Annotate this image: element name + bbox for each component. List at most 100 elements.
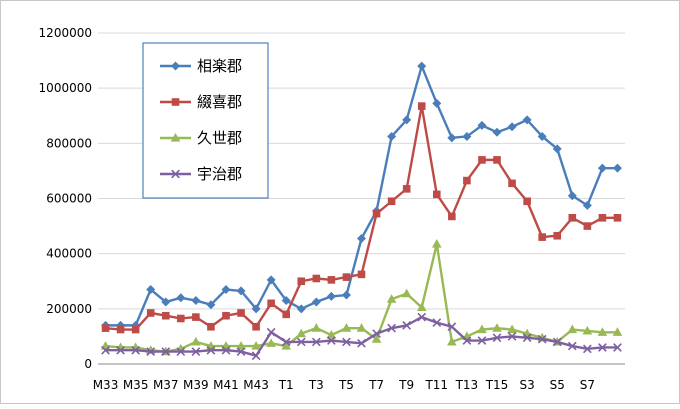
data-point bbox=[432, 318, 442, 327]
legend-box bbox=[142, 42, 269, 199]
data-point bbox=[192, 313, 200, 321]
data-point bbox=[101, 345, 110, 355]
y-tick-label: 400000 bbox=[46, 247, 92, 261]
data-point bbox=[597, 327, 608, 336]
data-point bbox=[613, 343, 622, 352]
data-point bbox=[146, 285, 156, 295]
x-tick-label: M41 bbox=[213, 378, 239, 392]
data-point bbox=[161, 311, 170, 320]
x-tick-label: M43 bbox=[243, 378, 269, 392]
data-point bbox=[282, 310, 291, 319]
x-tick-label: M37 bbox=[153, 378, 179, 392]
data-point bbox=[597, 163, 607, 173]
data-point bbox=[447, 133, 457, 143]
data-point bbox=[326, 291, 336, 301]
x-axis: M33 M35 M37 M39 M41 M43 T1 T3 T5 T7 T9 T11 T13 T15 S3 S… bbox=[93, 363, 625, 392]
data-point bbox=[537, 131, 547, 141]
data-point bbox=[537, 334, 547, 344]
data-point bbox=[266, 275, 276, 285]
data-point bbox=[221, 345, 231, 355]
x-tick-label: T3 bbox=[308, 378, 324, 392]
data-point bbox=[478, 156, 486, 164]
data-point bbox=[236, 347, 246, 356]
data-point bbox=[297, 277, 306, 286]
data-point bbox=[236, 341, 246, 350]
data-point bbox=[252, 322, 260, 331]
data-point bbox=[311, 323, 322, 332]
data-point bbox=[312, 274, 321, 283]
legend-label: 綴喜郡 bbox=[197, 93, 242, 111]
legend-item: 久世郡 bbox=[160, 129, 242, 147]
data-point bbox=[477, 324, 487, 334]
data-point bbox=[507, 122, 517, 132]
data-point bbox=[146, 309, 155, 317]
series-group bbox=[100, 61, 623, 361]
data-point bbox=[356, 323, 367, 332]
data-point bbox=[177, 314, 185, 323]
data-point bbox=[191, 296, 201, 306]
data-point bbox=[191, 336, 201, 346]
data-point bbox=[402, 185, 411, 193]
data-point bbox=[251, 341, 261, 350]
data-point bbox=[417, 61, 427, 71]
y-tick-label: 1200000 bbox=[39, 26, 92, 40]
legend-label: 宇治郡 bbox=[197, 165, 242, 183]
data-point bbox=[326, 330, 337, 339]
data-point bbox=[236, 286, 246, 296]
x-tick-label: T7 bbox=[368, 378, 384, 392]
data-point bbox=[401, 288, 412, 298]
data-point bbox=[582, 325, 593, 335]
data-point bbox=[582, 200, 592, 210]
data-point bbox=[522, 115, 532, 125]
data-point bbox=[432, 190, 441, 199]
data-point bbox=[612, 163, 622, 173]
data-point bbox=[131, 345, 141, 355]
data-point bbox=[116, 345, 125, 355]
data-point bbox=[342, 273, 351, 281]
data-point bbox=[552, 337, 562, 347]
data-point bbox=[266, 327, 276, 337]
data-point bbox=[237, 309, 245, 317]
legend-item: 宇治郡 bbox=[160, 165, 242, 183]
data-point bbox=[612, 327, 623, 336]
data-point bbox=[371, 334, 382, 343]
data-point bbox=[492, 127, 502, 137]
x-tick-label: M33 bbox=[93, 378, 119, 392]
data-point bbox=[523, 197, 531, 206]
legend-item: 綴喜郡 bbox=[160, 93, 242, 111]
data-point bbox=[583, 222, 592, 230]
data-point bbox=[508, 179, 516, 188]
data-point bbox=[146, 347, 156, 356]
data-point bbox=[417, 102, 426, 110]
data-point bbox=[281, 337, 291, 347]
y-tick-label: 0 bbox=[84, 357, 92, 371]
y-tick-label: 200000 bbox=[46, 302, 92, 316]
data-point bbox=[462, 336, 472, 345]
data-point bbox=[402, 115, 412, 125]
data-point bbox=[402, 321, 412, 330]
data-point bbox=[462, 131, 472, 141]
data-point bbox=[567, 191, 577, 201]
x-tick-label: M35 bbox=[123, 378, 149, 392]
series-1 bbox=[101, 102, 622, 334]
x-tick-label: M39 bbox=[183, 378, 209, 392]
data-point bbox=[582, 344, 592, 354]
data-point bbox=[357, 338, 366, 348]
data-point bbox=[131, 325, 140, 334]
data-point bbox=[492, 323, 502, 332]
data-point bbox=[567, 341, 577, 351]
data-point bbox=[101, 324, 110, 332]
data-point bbox=[448, 212, 456, 221]
data-point bbox=[251, 351, 261, 361]
data-point bbox=[207, 322, 215, 331]
x-tick-label: T13 bbox=[455, 378, 479, 392]
data-point bbox=[613, 214, 622, 222]
data-point bbox=[447, 336, 457, 346]
y-tick-label: 600000 bbox=[46, 192, 92, 206]
data-point bbox=[266, 338, 276, 347]
x-tick-label: S3 bbox=[519, 378, 534, 392]
data-point bbox=[387, 323, 396, 333]
data-point bbox=[341, 323, 352, 332]
data-point bbox=[463, 176, 471, 185]
